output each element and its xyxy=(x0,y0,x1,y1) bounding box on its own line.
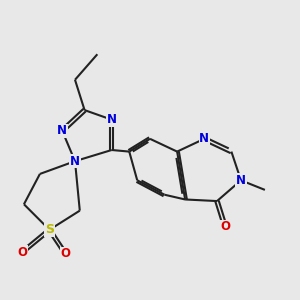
Text: N: N xyxy=(199,132,209,145)
Text: N: N xyxy=(236,174,246,187)
Text: N: N xyxy=(57,124,67,137)
Text: N: N xyxy=(70,155,80,168)
Text: N: N xyxy=(107,113,117,126)
Text: S: S xyxy=(45,223,54,236)
Text: O: O xyxy=(17,246,27,259)
Text: O: O xyxy=(220,220,230,233)
Text: O: O xyxy=(60,247,70,260)
